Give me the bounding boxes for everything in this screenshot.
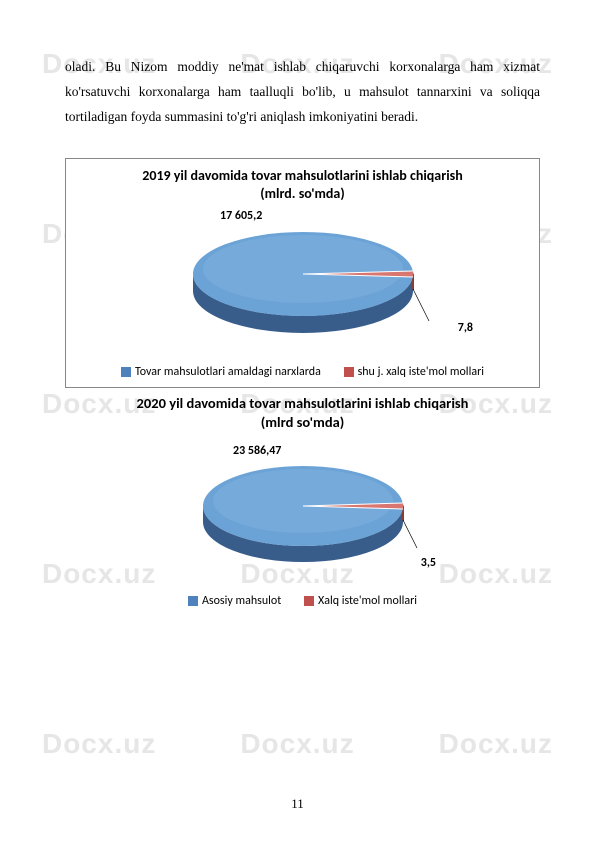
chart2-legend: Asosiy mahsulot Xalq iste'mol mollari [65,594,540,608]
chart2-label-2: 3,5 [421,556,436,570]
legend-square-icon [344,367,354,377]
legend-square-icon [188,596,198,606]
chart-2020: 2020 yil davomida tovar mahsulotlarini i… [65,394,540,608]
chart2-legend-text-1: Asosiy mahsulot [202,594,281,608]
chart1-legend-item-1: Tovar mahsulotlari amaldagi narxlarda [121,365,321,379]
watermark-row: Docx.uz Docx.uz Docx.uz [0,728,595,760]
chart1-label-1: 17 605,2 [220,209,262,223]
page-number: 11 [0,796,595,812]
chart2-legend-item-2: Xalq iste'mol mollari [304,594,417,608]
chart2-title-line1: 2020 yil davomida tovar mahsulotlarini i… [137,394,469,412]
watermark-text: Docx.uz [42,728,156,760]
watermark-text: Docx.uz [240,728,354,760]
pie-3d-svg [183,438,423,568]
chart2-title-line2: (mlrd so'mda) [261,413,345,431]
chart1-title-line2: (mlrd. so'mda) [260,185,344,202]
page-content: oladi. Bu Nizom moddiy ne'mat ishlab chi… [0,0,595,608]
chart1-title: 2019 yil davomida tovar mahsulotlarini i… [78,167,527,203]
chart1-legend-item-2: shu j. xalq iste'mol mollari [344,365,484,379]
chart1-title-line1: 2019 yil davomida tovar mahsulotlarini i… [142,167,462,184]
chart1-legend: Tovar mahsulotlari amaldagi narxlarda sh… [78,365,527,379]
chart-2019: 2019 yil davomida tovar mahsulotlarini i… [65,158,540,388]
legend-square-icon [121,367,131,377]
chart1-legend-text-1: Tovar mahsulotlari amaldagi narxlarda [135,365,321,379]
chart2-legend-text-2: Xalq iste'mol mollari [318,594,417,608]
pie-3d-svg [173,209,433,339]
body-paragraph: oladi. Bu Nizom moddiy ne'mat ishlab chi… [65,55,540,130]
chart2-label-1: 23 586,47 [233,444,281,458]
chart2-title: 2020 yil davomida tovar mahsulotlarini i… [65,394,540,432]
watermark-text: Docx.uz [439,728,553,760]
chart1-pie-area: 17 605,2 7,8 [78,209,527,359]
chart2-pie-area: 23 586,47 3,5 [65,438,540,588]
chart1-label-2: 7,8 [458,321,473,335]
chart1-legend-text-2: shu j. xalq iste'mol mollari [358,365,484,379]
legend-square-icon [304,596,314,606]
chart2-legend-item-1: Asosiy mahsulot [188,594,281,608]
